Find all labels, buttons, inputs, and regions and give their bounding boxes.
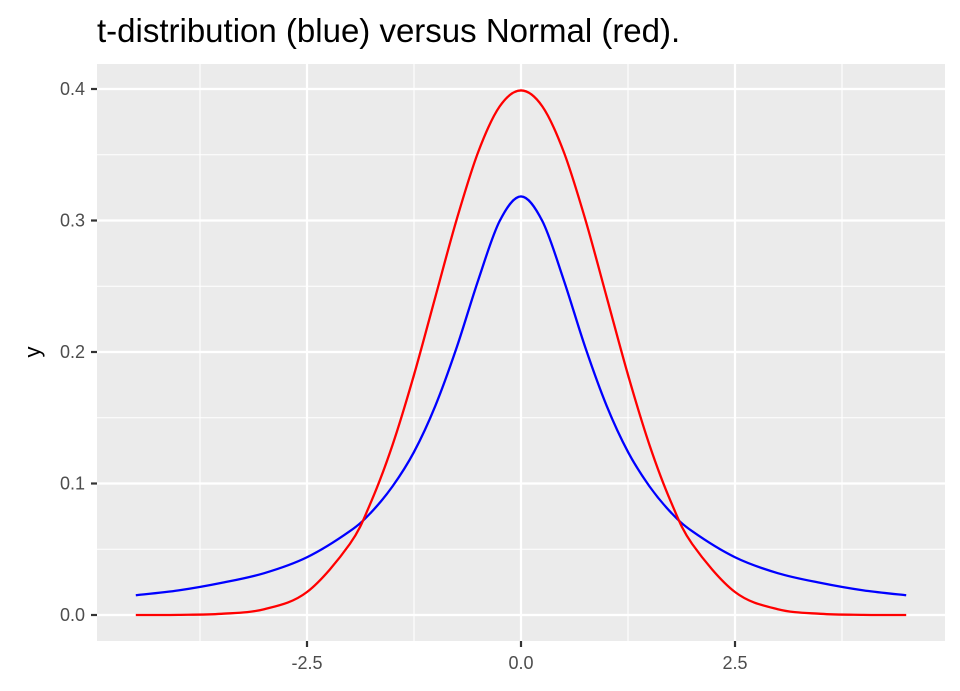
- y-tick-label: 0.4: [60, 79, 85, 99]
- x-axis: -2.5 0.0 2.5: [291, 641, 748, 673]
- chart-title: t-distribution (blue) versus Normal (red…: [97, 12, 680, 49]
- y-tick-label: 0.1: [60, 474, 85, 494]
- series-line-2: [135, 89, 907, 617]
- y-tick-label: 0.0: [60, 605, 85, 625]
- major-gridlines: [97, 64, 945, 641]
- x-tick-label: 2.5: [722, 653, 747, 673]
- y-axis: 0.0 0.1 0.2 0.3 0.4: [60, 79, 97, 625]
- series-layer: [135, 89, 907, 617]
- series-line-1: [135, 195, 907, 597]
- y-tick-label: 0.3: [60, 211, 85, 231]
- x-tick-label: 0.0: [508, 653, 533, 673]
- y-axis-label: y: [20, 347, 45, 358]
- x-tick-label: -2.5: [291, 653, 322, 673]
- y-tick-label: 0.2: [60, 342, 85, 362]
